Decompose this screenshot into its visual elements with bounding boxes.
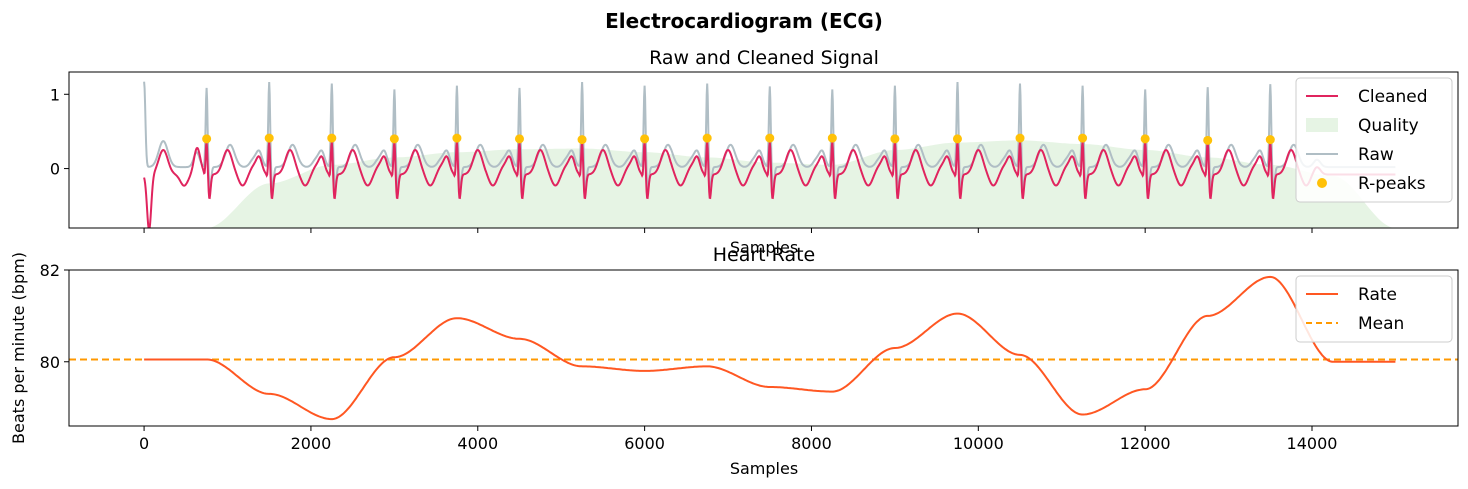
r-peak-point [1078, 133, 1088, 143]
x-tick-label: 0 [139, 434, 149, 453]
x-tick-label: 4000 [457, 434, 498, 453]
r-peak-point [577, 135, 587, 145]
r-peak-point [514, 134, 524, 144]
rate-line [144, 275, 1396, 421]
legend-label: Raw [1358, 145, 1394, 165]
legend: Cleaned Quality Raw R-peaks [1295, 77, 1453, 203]
r-peak-point [640, 134, 650, 144]
r-peak-point [765, 133, 775, 143]
legend-box [1295, 77, 1453, 203]
r-peak-point [389, 134, 399, 144]
y-axis-label: Beats per minute (bpm) [9, 252, 28, 444]
x-axis-label: Samples [730, 459, 798, 478]
plot-frame [68, 269, 1459, 427]
legend-label: Mean [1358, 314, 1404, 334]
legend-label: Quality [1358, 116, 1419, 136]
r-peak-point [1015, 133, 1025, 143]
r-peak-point [1140, 134, 1150, 144]
r-peak-point [264, 133, 274, 143]
legend-label: Rate [1358, 285, 1397, 305]
r-peak-point [202, 134, 212, 144]
chart-title: Heart Rate [713, 244, 816, 266]
legend: Rate Mean [1295, 275, 1453, 343]
heart-rate-chart: Heart Rate 0 2000 4000 6000 8000 10000 12000 14… [9, 244, 1459, 478]
raw-cleaned-signal-chart: Raw and Cleaned Signal 0 1 Cleaned Quality… [50, 47, 1459, 257]
r-peak-point [952, 134, 962, 144]
figure-title: Electrocardiogram (ECG) [605, 9, 883, 33]
raw-signal-line [143, 81, 1396, 193]
legend-label: Cleaned [1358, 87, 1428, 107]
r-peak-point [1203, 135, 1213, 145]
x-tick-label: 6000 [624, 434, 665, 453]
r-peak-point [702, 133, 712, 143]
x-tick-label: 10000 [953, 434, 1004, 453]
x-tick-label: 14000 [1287, 434, 1338, 453]
x-tick-label: 2000 [291, 434, 332, 453]
legend-label: R-peaks [1358, 174, 1426, 194]
legend-box [1295, 275, 1453, 343]
r-peak-point [827, 133, 837, 143]
chart-title: Raw and Cleaned Signal [649, 47, 879, 69]
r-peak-point [452, 133, 462, 143]
x-tick-label: 8000 [791, 434, 832, 453]
legend-swatch [1317, 178, 1327, 188]
r-peak-point [1265, 135, 1275, 145]
x-tick-label: 12000 [1120, 434, 1171, 453]
y-tick-label: 0 [50, 160, 60, 179]
plot-frame [68, 71, 1459, 229]
x-axis-label: Samples [730, 238, 798, 257]
y-tick-label: 82 [40, 261, 60, 280]
y-tick-label: 80 [40, 353, 60, 372]
r-peak-point [890, 134, 900, 144]
y-tick-label: 1 [50, 85, 60, 104]
r-peak-point [327, 133, 337, 143]
legend-swatch [1306, 118, 1338, 132]
